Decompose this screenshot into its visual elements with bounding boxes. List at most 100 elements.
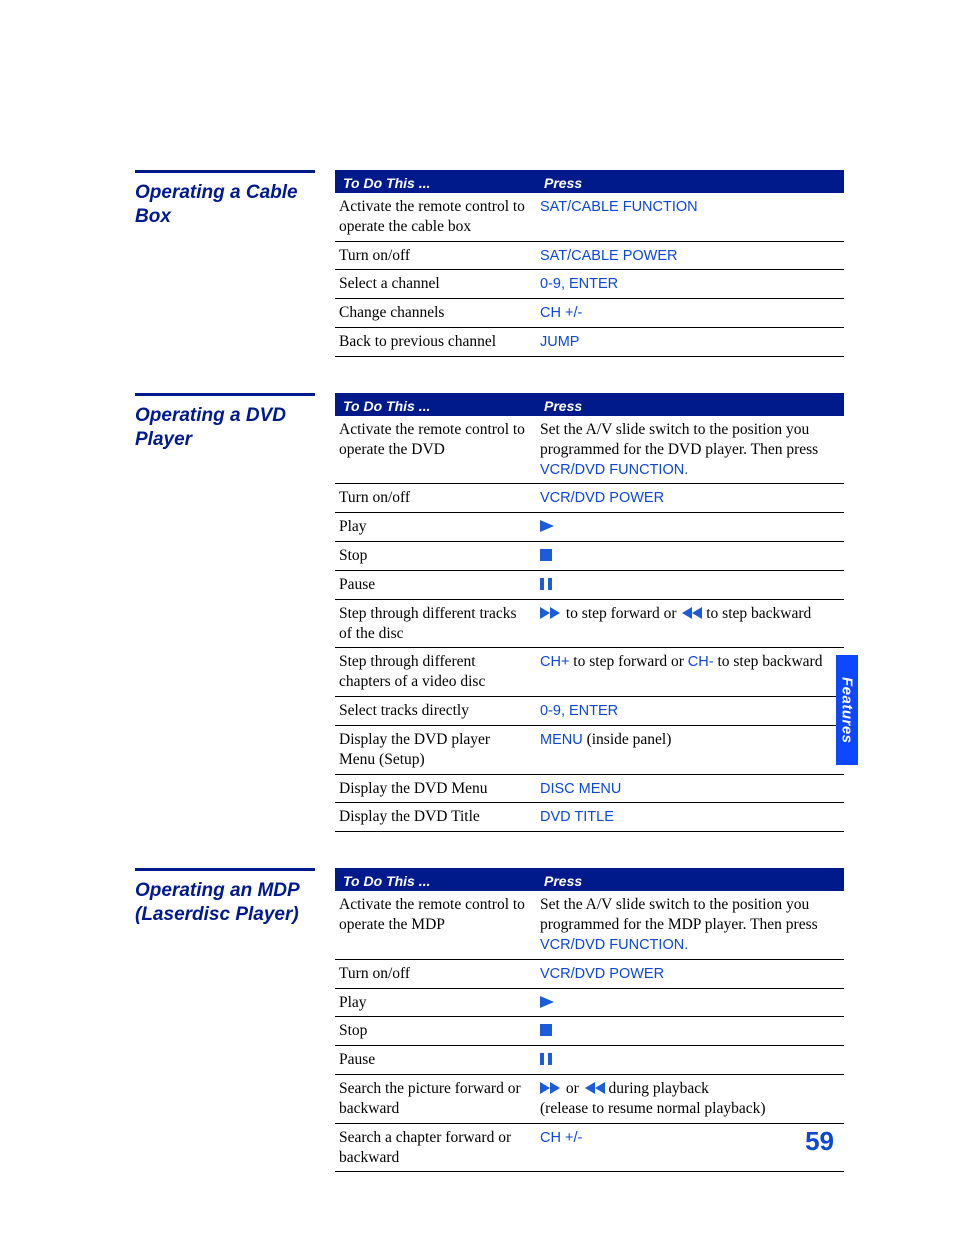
todo-cell: Turn on/off: [335, 959, 536, 988]
press-cell: CH +/-: [536, 299, 844, 328]
todo-cell: Pause: [335, 570, 536, 599]
command-text: JUMP: [540, 334, 579, 350]
table-row: Select tracks directly0-9, ENTER: [335, 697, 844, 726]
table-row: Select a channel0-9, ENTER: [335, 270, 844, 299]
todo-cell: Search the picture forward or backward: [335, 1075, 536, 1124]
press-cell: Set the A/V slide switch to the position…: [536, 416, 844, 484]
table-row: Pause: [335, 570, 844, 599]
table-row: Turn on/offSAT/CABLE POWER: [335, 241, 844, 270]
table-row: Activate the remote control to operate t…: [335, 416, 844, 484]
todo-cell: Turn on/off: [335, 241, 536, 270]
todo-cell: Display the DVD Menu: [335, 774, 536, 803]
col-header-press: Press: [536, 870, 844, 892]
table-row: Display the DVD TitleDVD TITLE: [335, 803, 844, 832]
rewind-icon: [680, 607, 702, 619]
todo-cell: Display the DVD player Menu (Setup): [335, 725, 536, 774]
section-title: Operating an MDP (Laserdisc Player): [135, 868, 335, 1172]
table-header-row: To Do This ...Press: [335, 172, 844, 194]
table-row: Stop: [335, 542, 844, 571]
section-title: Operating a DVD Player: [135, 393, 335, 832]
todo-cell: Select a channel: [335, 270, 536, 299]
command-text: CH-: [688, 654, 714, 670]
command-text: CH +/-: [540, 1130, 582, 1146]
pause-icon: [540, 1053, 552, 1065]
col-header-todo: To Do This ...: [335, 394, 536, 416]
section-rule: [135, 393, 315, 396]
todo-cell: Turn on/off: [335, 484, 536, 513]
col-header-todo: To Do This ...: [335, 172, 536, 194]
table-header-row: To Do This ...Press: [335, 870, 844, 892]
section: Operating a Cable BoxTo Do This ...Press…: [135, 170, 844, 357]
command-text: VCR/DVD POWER: [540, 490, 664, 506]
col-header-press: Press: [536, 172, 844, 194]
todo-cell: Display the DVD Title: [335, 803, 536, 832]
manual-page: Operating a Cable BoxTo Do This ...Press…: [0, 0, 954, 1235]
press-text: (release to resume normal playback): [540, 1100, 766, 1117]
press-cell: [536, 988, 844, 1017]
press-cell: MENU (inside panel): [536, 725, 844, 774]
press-cell: to step forward or to step backward: [536, 599, 844, 648]
table-row: Pause: [335, 1046, 844, 1075]
table-row: Change channelsCH +/-: [335, 299, 844, 328]
table-row: Search the picture forward or backward o…: [335, 1075, 844, 1124]
table-row: Activate the remote control to operate t…: [335, 891, 844, 959]
table-row: Display the DVD player Menu (Setup)MENU …: [335, 725, 844, 774]
section-heading: Operating a DVD Player: [135, 402, 335, 452]
section-rule: [135, 170, 315, 173]
todo-cell: Stop: [335, 542, 536, 571]
section-title: Operating a Cable Box: [135, 170, 335, 357]
table-row: Search a chapter forward or backwardCH +…: [335, 1123, 844, 1172]
pause-icon: [540, 578, 552, 590]
play-icon: [540, 520, 556, 532]
press-text: (inside panel): [583, 731, 672, 748]
command-text: SAT/CABLE POWER: [540, 248, 678, 264]
press-cell: 0-9, ENTER: [536, 270, 844, 299]
table-row: Play: [335, 513, 844, 542]
rewind-icon: [583, 1082, 605, 1094]
fast-forward-icon: [540, 1082, 562, 1094]
press-cell: Set the A/V slide switch to the position…: [536, 891, 844, 959]
table-row: Turn on/offVCR/DVD POWER: [335, 484, 844, 513]
sections-container: Operating a Cable BoxTo Do This ...Press…: [135, 170, 844, 1172]
fast-forward-icon: [540, 607, 562, 619]
table-row: Turn on/offVCR/DVD POWER: [335, 959, 844, 988]
todo-cell: Change channels: [335, 299, 536, 328]
table-row: Stop: [335, 1017, 844, 1046]
command-text: VCR/DVD FUNCTION: [540, 462, 684, 478]
press-text: to step forward or: [562, 605, 680, 622]
todo-cell: Activate the remote control to operate t…: [335, 416, 536, 484]
press-text: Set the A/V slide switch to the position…: [540, 421, 818, 458]
section: Operating a DVD PlayerTo Do This ...Pres…: [135, 393, 844, 832]
play-icon: [540, 996, 556, 1008]
command-text: CH+: [540, 654, 569, 670]
table-row: Play: [335, 988, 844, 1017]
press-cell: SAT/CABLE POWER: [536, 241, 844, 270]
press-cell: CH +/-: [536, 1123, 844, 1172]
stop-icon: [540, 549, 552, 561]
press-cell: SAT/CABLE FUNCTION: [536, 193, 844, 241]
press-cell: [536, 513, 844, 542]
press-text: or: [562, 1080, 583, 1097]
stop-icon: [540, 1024, 552, 1036]
todo-cell: Pause: [335, 1046, 536, 1075]
press-cell: VCR/DVD POWER: [536, 959, 844, 988]
press-text: to step forward or: [569, 653, 687, 670]
table-row: Step through different chapters of a vid…: [335, 648, 844, 697]
todo-cell: Back to previous channel: [335, 328, 536, 357]
todo-cell: Play: [335, 513, 536, 542]
press-text: to step backward: [702, 605, 811, 622]
press-cell: JUMP: [536, 328, 844, 357]
press-cell: VCR/DVD POWER: [536, 484, 844, 513]
section-heading: Operating a Cable Box: [135, 179, 335, 229]
todo-cell: Stop: [335, 1017, 536, 1046]
todo-cell: Step through different chapters of a vid…: [335, 648, 536, 697]
press-cell: [536, 542, 844, 571]
table-row: Activate the remote control to operate t…: [335, 193, 844, 241]
press-cell: [536, 1017, 844, 1046]
command-text: MENU: [540, 732, 583, 748]
press-cell: or during playback(release to resume nor…: [536, 1075, 844, 1124]
todo-cell: Step through different tracks of the dis…: [335, 599, 536, 648]
col-header-press: Press: [536, 394, 844, 416]
command-text: CH +/-: [540, 305, 582, 321]
table-row: Back to previous channelJUMP: [335, 328, 844, 357]
